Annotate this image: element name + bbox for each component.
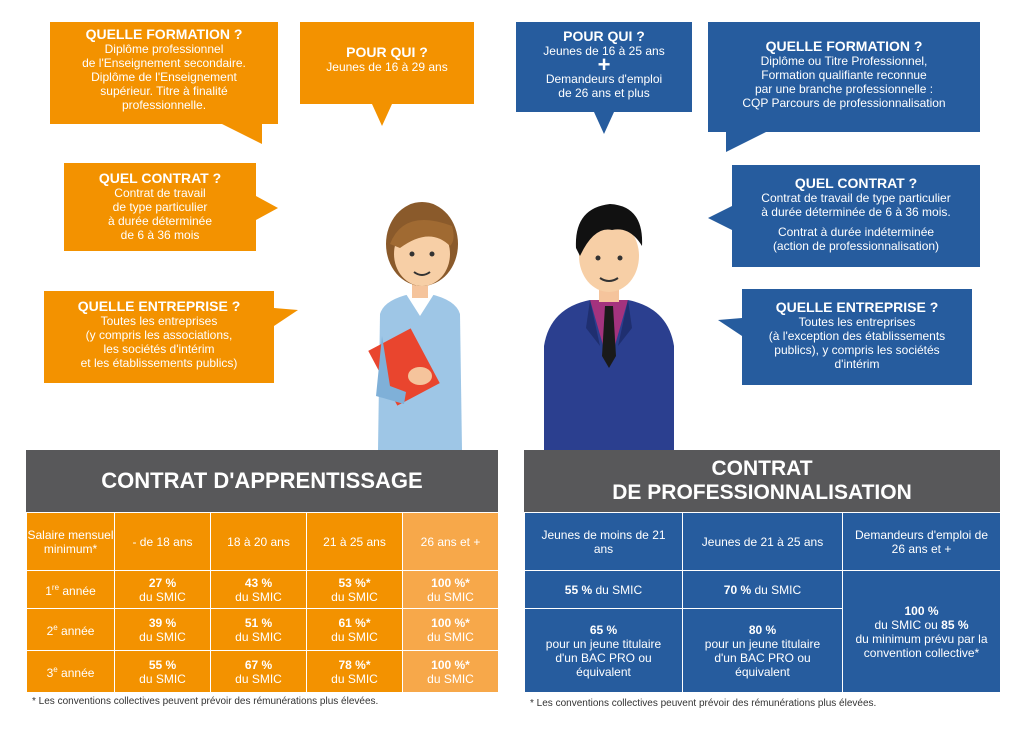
footnote-left: * Les conventions collectives peuvent pr… (32, 696, 379, 707)
header-cell: - de 18 ans (114, 512, 211, 571)
bubble-pour-qui-right: POUR QUI ? Jeunes de 16 à 25 ans + Deman… (516, 22, 692, 112)
table-cell: 53 %* du SMIC (306, 570, 403, 609)
table-cell: 78 %* du SMIC (306, 650, 403, 693)
man-illustration (544, 204, 674, 450)
bubble-quelle-entreprise-left: QUELLE ENTREPRISE ? Toutes les entrepris… (44, 291, 274, 383)
bubble-body: Toutes les entreprises (y compris les as… (80, 314, 238, 370)
bubble-body: Contrat de travail de type particulier à… (107, 186, 213, 242)
table-row: 2e année 39 % du SMIC 51 % du SMIC 61 %* du… (26, 608, 499, 651)
plus-icon: + (597, 52, 611, 77)
table-cell: 55 % du SMIC (524, 570, 683, 609)
bubble-body: Jeunes de 16 à 29 ans (326, 60, 448, 74)
bubble-title: QUEL CONTRAT ? (794, 175, 918, 191)
bubble-tail (594, 112, 614, 134)
header-cell: Salaire mensuel minimum* (26, 512, 115, 571)
header-cell: 26 ans et + (402, 512, 499, 571)
table-professionnalisation: Jeunes de moins de 21 ans Jeunes de 21 à… (524, 512, 1001, 693)
header-cell: 21 à 25 ans (306, 512, 403, 571)
row-label: 1re année (26, 570, 115, 609)
bubble-quelle-formation-right: QUELLE FORMATION ? Diplôme ou Titre Prof… (708, 22, 980, 132)
merged-cell: 100 % du SMIC ou 85 % du minimum prévu p… (842, 570, 1001, 693)
bubble-body-2: Contrat à durée indéterminée (action de … (772, 225, 940, 253)
table-cell: 55 % du SMIC (114, 650, 211, 693)
table-cell: 100 %* du SMIC (402, 650, 499, 693)
bubble-title: QUELLE FORMATION ? (85, 26, 243, 42)
header-cell: Jeunes de moins de 21 ans (524, 512, 683, 571)
bubble-tail (372, 104, 392, 126)
bubble-title: QUEL CONTRAT ? (98, 170, 222, 186)
bubble-body: Diplôme ou Titre Professionnel, Formatio… (742, 54, 946, 110)
bubble-body: Toutes les entreprises (à l'exception de… (768, 315, 946, 371)
table-title-apprentissage: CONTRAT D'APPRENTISSAGE (26, 450, 498, 512)
table-row: 65 % pour un jeune titulaire d'un BAC PRO… (524, 608, 1001, 693)
table-header-row: Jeunes de moins de 21 ans Jeunes de 21 à… (524, 512, 1001, 571)
header-cell: 18 à 20 ans (210, 512, 307, 571)
row-label: 2e année (26, 608, 115, 651)
table-row: 3e année 55 % du SMIC 67 % du SMIC 78 %* du… (26, 650, 499, 693)
bubble-body: Contrat de travail de type particulier à… (761, 191, 951, 219)
table-cell: 67 % du SMIC (210, 650, 307, 693)
bubble-tail (726, 132, 766, 152)
table-title-professionnalisation: CONTRAT DE PROFESSIONNALISATION (524, 450, 1000, 512)
bubble-tail (708, 206, 732, 230)
header-cell: Jeunes de 21 à 25 ans (682, 512, 843, 571)
table-cell: 61 %* du SMIC (306, 608, 403, 651)
table-header-row: Salaire mensuel minimum* - de 18 ans 18 … (26, 512, 499, 571)
table-cell: 27 % du SMIC (114, 570, 211, 609)
table-cell: 70 % du SMIC (682, 570, 843, 609)
bubble-title: QUELLE FORMATION ? (765, 38, 923, 54)
woman-illustration (368, 202, 462, 450)
bubble-quelle-entreprise-right: QUELLE ENTREPRISE ? Toutes les entrepris… (742, 289, 972, 385)
bubble-title: QUELLE ENTREPRISE ? (77, 298, 241, 314)
table-cell: 51 % du SMIC (210, 608, 307, 651)
bubble-body: Diplôme professionnel de l'Enseignement … (82, 42, 246, 112)
bubble-tail (718, 318, 742, 336)
bubble-pour-qui-left: POUR QUI ? Jeunes de 16 à 29 ans (300, 22, 474, 104)
table-cell: 43 % du SMIC (210, 570, 307, 609)
table-row: 55 % du SMIC 70 % du SMIC 100 % du SMIC … (524, 570, 1001, 693)
table-cell: 80 % pour un jeune titulaire d'un BAC PRO… (682, 608, 843, 693)
table-cell: 39 % du SMIC (114, 608, 211, 651)
table-title-text: CONTRAT D'APPRENTISSAGE (101, 468, 423, 493)
table-title-line-2: DE PROFESSIONNALISATION (612, 481, 912, 504)
table-cell: 100 %* du SMIC (402, 570, 499, 609)
bubble-title: POUR QUI ? (563, 28, 645, 44)
bubble-quelle-formation-left: QUELLE FORMATION ? Diplôme professionnel… (50, 22, 278, 124)
header-cell: Demandeurs d'emploi de 26 ans et + (842, 512, 1001, 571)
bubble-tail (222, 124, 262, 144)
bubble-title: QUELLE ENTREPRISE ? (775, 299, 939, 315)
table-row: 1re année 27 % du SMIC 43 % du SMIC 53 %* d… (26, 570, 499, 609)
table-title-line-1: CONTRAT (711, 457, 813, 480)
table-cell: 100 %* du SMIC (402, 608, 499, 651)
bubble-tail (274, 308, 298, 326)
footnote-right: * Les conventions collectives peuvent pr… (530, 698, 877, 709)
bubble-quel-contrat-right: QUEL CONTRAT ? Contrat de travail de typ… (732, 165, 980, 267)
bubble-quel-contrat-left: QUEL CONTRAT ? Contrat de travail de typ… (64, 163, 256, 251)
bubble-body-2: Demandeurs d'emploi de 26 ans et plus (545, 72, 663, 100)
bubble-body: Jeunes de 16 à 25 ans (543, 44, 665, 58)
bubble-tail (256, 196, 278, 220)
bubble-title: POUR QUI ? (346, 44, 428, 60)
row-label: 3e année (26, 650, 115, 693)
table-cell: 65 % pour un jeune titulaire d'un BAC PRO… (524, 608, 683, 693)
table-apprentissage: Salaire mensuel minimum* - de 18 ans 18 … (26, 512, 499, 693)
